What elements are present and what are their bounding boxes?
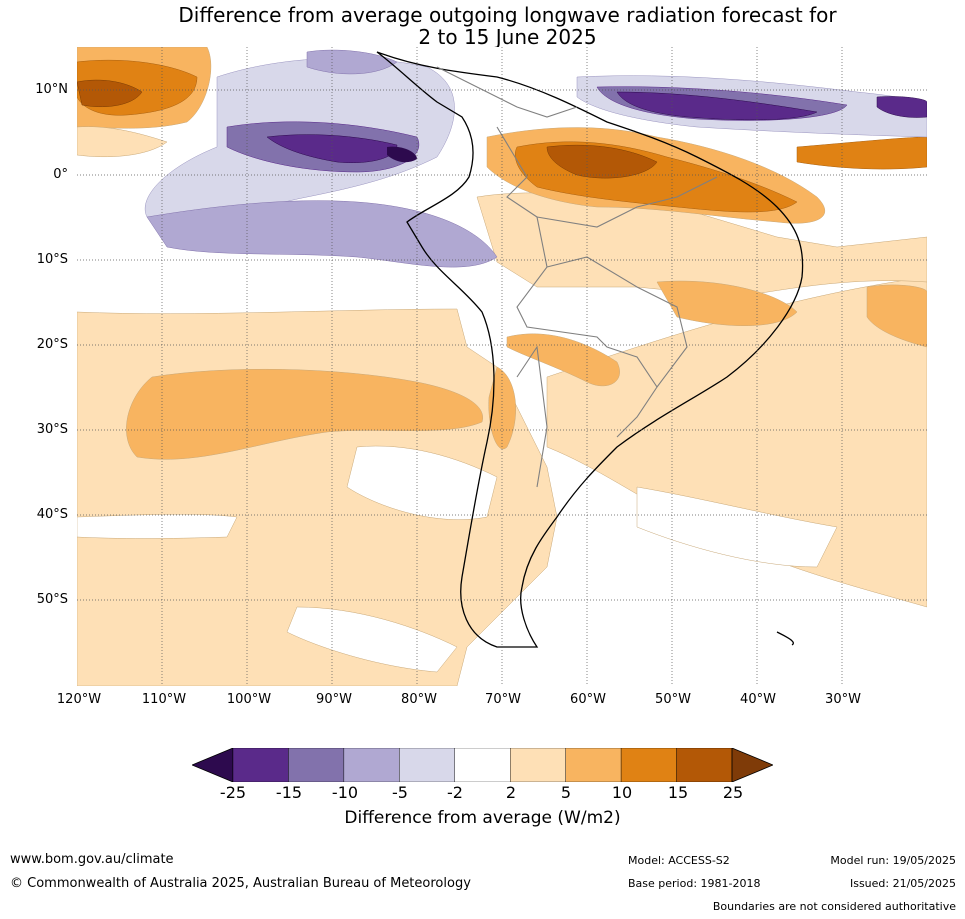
lon-label-100w: 100°W [226,692,272,707]
colorbar-swatch [676,748,733,782]
issued-date: Issued: 21/05/2025 [849,877,956,890]
coastlines [376,51,804,648]
lat-label-0: 0° [53,167,68,182]
lon-label-60w: 60°W [570,692,606,707]
colorbar-swatch [565,748,622,782]
title-line-2: 2 to 15 June 2025 [418,25,597,49]
lon-label-110w: 110°W [141,692,187,707]
colorbar [192,748,773,782]
colorbar-tick: 25 [722,783,744,802]
colorbar-tick: -25 [219,783,247,802]
colorbar-swatch [510,748,566,782]
colorbar-tick: 5 [560,783,572,802]
title-line-1: Difference from average outgoing longwav… [178,3,837,27]
lon-label-70w: 70°W [485,692,521,707]
colorbar-swatch [232,748,289,782]
colorbar-arrow-high [731,748,773,782]
colorbar-tick: -5 [392,783,408,802]
colorbar-swatch [288,748,345,782]
lat-label-50s: 50°S [36,592,68,607]
lat-label-10s: 10°S [36,252,68,267]
lon-label-90w: 90°W [316,692,352,707]
lon-label-120w: 120°W [56,692,102,707]
colorbar-swatch [620,748,677,782]
lat-label-20s: 20°S [36,337,68,352]
lon-label-50w: 50°W [655,692,691,707]
country-borders [436,66,718,488]
colorbar-arrow-low [192,748,234,782]
lon-label-30w: 30°W [825,692,861,707]
footer-copyright: © Commonwealth of Australia 2025, Austra… [10,876,471,891]
colorbar-tick: -15 [275,783,303,802]
colorbar-tick: 10 [611,783,633,802]
model-run-date: Model run: 19/05/2025 [830,854,956,867]
lat-label-10n: 10°N [35,82,68,97]
lon-label-40w: 40°W [740,692,776,707]
boundary-disclaimer: Boundaries are not considered authoritat… [712,900,956,913]
colorbar-tick: 2 [505,783,517,802]
colorbar-label: Difference from average (W/m2) [344,808,621,828]
lat-label-30s: 30°S [36,422,68,437]
map-panel [77,47,927,686]
graticule [77,47,927,686]
model-name: Model: ACCESS-S2 [628,854,730,867]
lat-label-40s: 40°S [36,507,68,522]
colorbar-swatch [454,748,511,782]
colorbar-tick: -2 [447,783,463,802]
colorbar-swatch [399,748,455,782]
base-period: Base period: 1981-2018 [628,877,761,890]
colorbar-swatch [343,748,400,782]
map-title: Difference from average outgoing longwav… [0,4,965,48]
olr-anomaly-map [77,47,927,686]
footer-url: www.bom.gov.au/climate [10,852,174,867]
anomaly-fields [77,47,927,686]
lon-label-80w: 80°W [401,692,437,707]
colorbar-tick: -10 [331,783,359,802]
colorbar-tick: 15 [667,783,689,802]
